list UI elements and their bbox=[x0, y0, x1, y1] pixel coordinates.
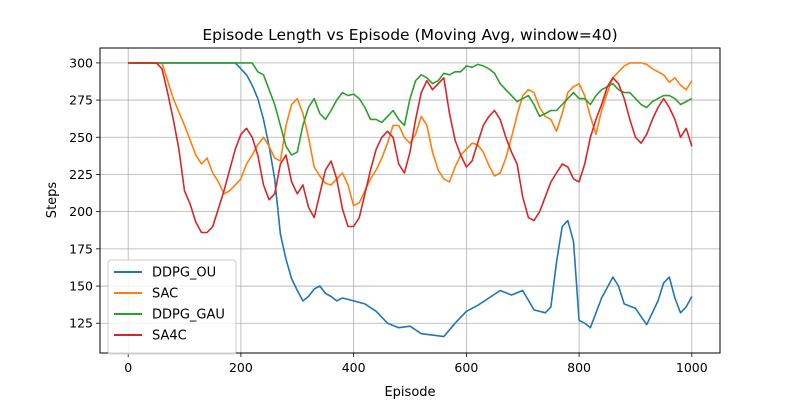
chart-title: Episode Length vs Episode (Moving Avg, w… bbox=[202, 26, 617, 44]
y-tick-label: 225 bbox=[69, 167, 93, 182]
y-tick-label: 275 bbox=[69, 93, 93, 108]
y-axis-label: Steps bbox=[45, 182, 60, 219]
legend: DDPG_OU SAC DDPG_GAU SA4C bbox=[107, 259, 237, 355]
legend-label: DDPG_GAU bbox=[152, 308, 225, 323]
x-tick-label: 0 bbox=[124, 360, 132, 375]
y-tick-label: 300 bbox=[69, 55, 93, 70]
series-line-sac bbox=[128, 62, 693, 207]
x-tick-label: 600 bbox=[454, 360, 478, 375]
y-tick-label: 150 bbox=[69, 279, 93, 294]
x-axis-label: Episode bbox=[384, 385, 435, 400]
series-line-sa4c bbox=[128, 62, 693, 234]
plot-lines bbox=[128, 62, 693, 338]
legend-label: SA4C bbox=[152, 329, 187, 344]
series-line-ddpg-ou bbox=[128, 62, 693, 338]
x-tick-label: 800 bbox=[567, 360, 591, 375]
x-tick-label: 400 bbox=[342, 360, 366, 375]
y-tick-label: 125 bbox=[69, 316, 93, 331]
y-tick-label: 250 bbox=[69, 130, 93, 145]
axis-ticks: 0 200 400 600 800 1000 125 150 175 200 225 250 275 30… bbox=[69, 55, 708, 375]
legend-box bbox=[107, 259, 237, 355]
legend-label: SAC bbox=[152, 287, 178, 302]
y-tick-label: 200 bbox=[69, 204, 93, 219]
x-tick-label: 200 bbox=[229, 360, 253, 375]
legend-label: DDPG_OU bbox=[152, 266, 216, 281]
y-tick-label: 175 bbox=[69, 241, 93, 256]
x-tick-label: 1000 bbox=[676, 360, 708, 375]
plot-frame bbox=[99, 47, 721, 354]
series-line-ddpg-gau bbox=[128, 62, 693, 156]
